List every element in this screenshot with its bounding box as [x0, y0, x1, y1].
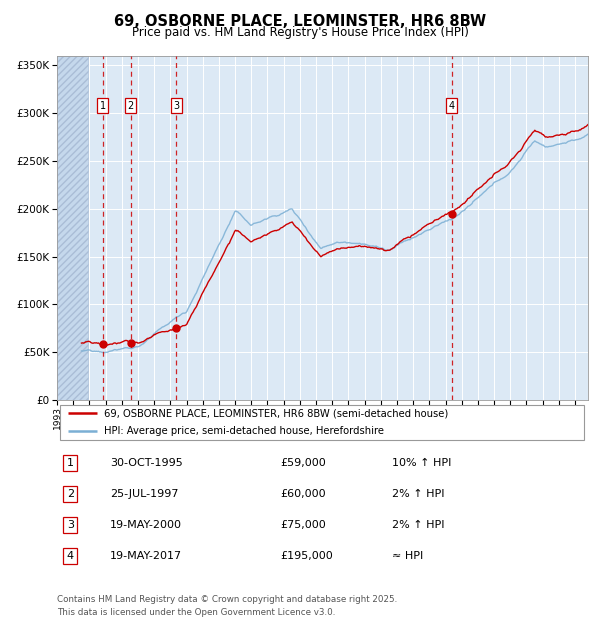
Text: ≈ HPI: ≈ HPI — [392, 551, 423, 561]
Text: 2% ↑ HPI: 2% ↑ HPI — [392, 489, 444, 499]
Text: 1: 1 — [67, 458, 74, 468]
Text: £59,000: £59,000 — [280, 458, 326, 468]
Text: 4: 4 — [67, 551, 74, 561]
Text: 2% ↑ HPI: 2% ↑ HPI — [392, 520, 444, 530]
Text: 3: 3 — [173, 100, 179, 111]
Text: Price paid vs. HM Land Registry's House Price Index (HPI): Price paid vs. HM Land Registry's House … — [131, 26, 469, 39]
Text: 69, OSBORNE PLACE, LEOMINSTER, HR6 8BW (semi-detached house): 69, OSBORNE PLACE, LEOMINSTER, HR6 8BW (… — [104, 409, 448, 419]
Text: 69, OSBORNE PLACE, LEOMINSTER, HR6 8BW: 69, OSBORNE PLACE, LEOMINSTER, HR6 8BW — [114, 14, 486, 29]
Text: 30-OCT-1995: 30-OCT-1995 — [110, 458, 183, 468]
Text: £195,000: £195,000 — [280, 551, 333, 561]
Text: £75,000: £75,000 — [280, 520, 326, 530]
Text: HPI: Average price, semi-detached house, Herefordshire: HPI: Average price, semi-detached house,… — [104, 426, 384, 436]
Text: 19-MAY-2017: 19-MAY-2017 — [110, 551, 182, 561]
Text: 10% ↑ HPI: 10% ↑ HPI — [392, 458, 451, 468]
Text: 3: 3 — [67, 520, 74, 530]
Text: 2: 2 — [128, 100, 134, 111]
Text: 2: 2 — [67, 489, 74, 499]
Text: £60,000: £60,000 — [280, 489, 326, 499]
Text: Contains HM Land Registry data © Crown copyright and database right 2025.
This d: Contains HM Land Registry data © Crown c… — [57, 595, 397, 617]
Text: 25-JUL-1997: 25-JUL-1997 — [110, 489, 179, 499]
Text: 1: 1 — [100, 100, 106, 111]
FancyBboxPatch shape — [59, 405, 584, 440]
Text: 19-MAY-2000: 19-MAY-2000 — [110, 520, 182, 530]
Text: 4: 4 — [449, 100, 455, 111]
